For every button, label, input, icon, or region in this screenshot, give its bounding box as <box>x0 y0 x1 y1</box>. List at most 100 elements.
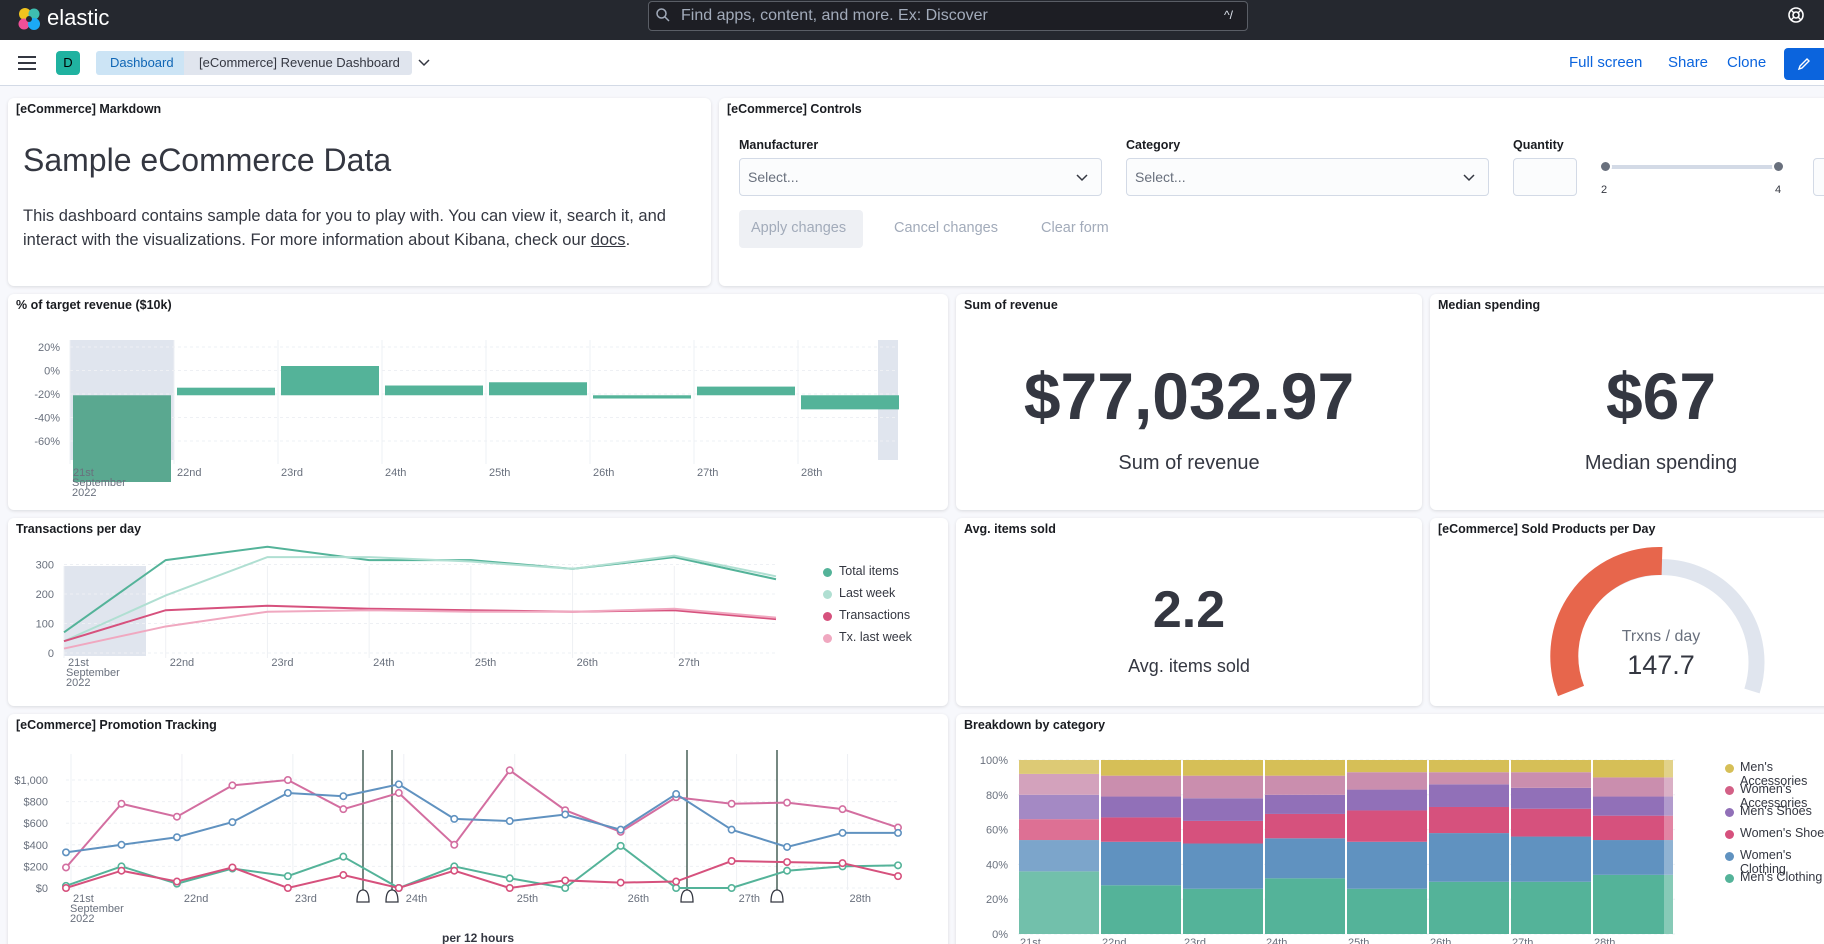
stack-segment <box>1511 808 1591 837</box>
data-point <box>672 884 681 893</box>
menu-icon[interactable] <box>18 54 38 72</box>
data-point <box>783 842 792 851</box>
stack-segment <box>1265 813 1345 839</box>
x-tick-label: 28th <box>801 467 822 479</box>
x-tick-label: 24th <box>385 467 406 479</box>
markdown-heading: Sample eCommerce Data <box>23 142 392 178</box>
legend-mens-clothing[interactable]: Men's Clothing <box>1740 870 1823 884</box>
share-button[interactable]: Share <box>1668 54 1709 71</box>
quantity-slider-track[interactable] <box>1605 165 1779 169</box>
pencil-icon <box>1797 58 1810 71</box>
quantity-min-input[interactable] <box>1513 158 1577 196</box>
bar <box>73 395 171 482</box>
bar <box>177 387 275 396</box>
category-select[interactable]: Select... <box>1126 158 1489 196</box>
selection-shade <box>1019 760 1099 934</box>
gauge-label: Trxns / day <box>1621 628 1701 645</box>
x-month-label: September <box>66 667 120 679</box>
data-point <box>838 805 847 814</box>
stack-segment <box>1429 881 1509 934</box>
stack-segment <box>1265 794 1345 814</box>
median-spending-panel: Median spending $67 Median spending <box>1430 294 1824 510</box>
legend-womens-clothing[interactable]: Women's Clothing <box>1740 848 1792 876</box>
legend-last-week[interactable]: Last week <box>839 586 896 600</box>
x-month-label: September <box>70 903 124 915</box>
legend-womens-accessories[interactable]: Women's Accessories <box>1740 782 1808 810</box>
stack-segment <box>1511 760 1591 773</box>
data-point <box>450 814 459 823</box>
stack-segment <box>1183 888 1263 934</box>
quantity-slider-min-handle[interactable] <box>1599 160 1612 173</box>
data-point <box>394 884 403 893</box>
x-tick-label: 22nd <box>184 893 208 905</box>
legend-total-items[interactable]: Total items <box>839 564 899 578</box>
legend-transactions[interactable]: Transactions <box>839 608 911 622</box>
sum-revenue-panel: Sum of revenue $77,032.97 Sum of revenue <box>956 294 1422 510</box>
legend-dot <box>823 612 832 621</box>
breadcrumb-dashboard[interactable]: Dashboard <box>96 51 188 75</box>
global-search-input[interactable]: Find apps, content, and more. Ex: Discov… <box>648 1 1248 31</box>
docs-link[interactable]: docs <box>590 231 626 249</box>
stack-segment <box>1019 773 1099 795</box>
stack-segment <box>1347 888 1427 934</box>
data-point <box>117 840 126 849</box>
data-point <box>727 825 736 834</box>
quantity-slider-max-handle[interactable] <box>1772 160 1785 173</box>
data-point <box>61 848 70 857</box>
legend-dot <box>1725 830 1734 839</box>
space-avatar[interactable]: D <box>56 51 80 75</box>
data-point <box>505 766 514 775</box>
legend-mens-shoes[interactable]: Men's Shoes <box>1740 804 1812 818</box>
y-tick-label: 20% <box>38 342 60 354</box>
legend-tx-last-week[interactable]: Tx. last week <box>839 630 912 644</box>
panel-title: [eCommerce] Controls <box>727 102 862 116</box>
stack-segment <box>1101 817 1181 842</box>
y-tick-label: 300 <box>36 560 54 572</box>
transactions-chart[interactable]: 300 200 100 0 21st 22nd 23rd 24th 25th 26th 27th Se… <box>8 518 948 706</box>
stack-segment <box>1265 775 1345 795</box>
legend-mens-accessories[interactable]: Men's Accessories <box>1740 760 1808 788</box>
edit-button[interactable] <box>1784 48 1824 80</box>
stack-segment <box>1347 789 1427 811</box>
bar <box>697 386 795 396</box>
manufacturer-select[interactable]: Select... <box>739 158 1102 196</box>
clear-form-button[interactable]: Clear form <box>1041 220 1109 236</box>
y-tick-label: 80% <box>986 790 1008 802</box>
panel-title: Avg. items sold <box>964 522 1056 536</box>
y-tick-label: $1,000 <box>14 775 48 787</box>
breakdown-chart[interactable]: 100% 80% 60% 40% 20% 0% 21st 22nd 23rd 24th 25th 26… <box>956 714 1824 944</box>
elastic-logo-icon[interactable] <box>16 6 42 32</box>
chevron-down-icon[interactable] <box>417 55 431 69</box>
x-tick-label: 21st <box>1020 937 1041 944</box>
panel-title: [eCommerce] Promotion Tracking <box>16 718 217 732</box>
stack-segment <box>1183 760 1263 776</box>
full-screen-button[interactable]: Full screen <box>1569 54 1643 71</box>
apply-changes-button[interactable]: Apply changes <box>739 210 863 248</box>
x-tick-label: 25th <box>475 657 496 669</box>
data-point <box>339 805 348 814</box>
breadcrumb-current: [eCommerce] Revenue Dashboard <box>184 51 412 75</box>
help-icon[interactable] <box>1787 6 1805 24</box>
target-revenue-chart[interactable]: 20% 0% -20% -40% -60% 21st 22nd 23rd 24th 25th 26t… <box>8 294 948 510</box>
data-point <box>283 872 292 881</box>
data-point <box>505 884 514 893</box>
y-tick-label: 100 <box>36 619 54 631</box>
x-tick-label: 21st <box>73 467 94 479</box>
y-tick-label: -60% <box>34 436 60 448</box>
clone-button[interactable]: Clone <box>1727 54 1767 71</box>
legend-womens-shoes[interactable]: Women's Shoes <box>1740 826 1824 840</box>
cancel-changes-button[interactable]: Cancel changes <box>894 220 998 236</box>
brand-name[interactable]: elastic <box>47 5 110 30</box>
sum-revenue-value: $77,032.97 <box>1023 359 1355 433</box>
bar <box>385 385 483 396</box>
data-point <box>561 810 570 819</box>
data-point <box>172 877 181 886</box>
gauge-chart[interactable] <box>1430 518 1824 706</box>
x-tick-label: 26th <box>1430 937 1451 944</box>
x-year-label: 2022 <box>70 913 94 925</box>
quantity-max-input[interactable] <box>1813 158 1824 196</box>
x-year-label: 2022 <box>66 677 90 689</box>
gauge-fill <box>1550 546 1663 697</box>
stack-segment <box>1183 820 1263 844</box>
promotion-chart[interactable]: $1,000 $800 $600 $400 $200 $0 21st 22nd 23rd 24th… <box>8 714 948 944</box>
